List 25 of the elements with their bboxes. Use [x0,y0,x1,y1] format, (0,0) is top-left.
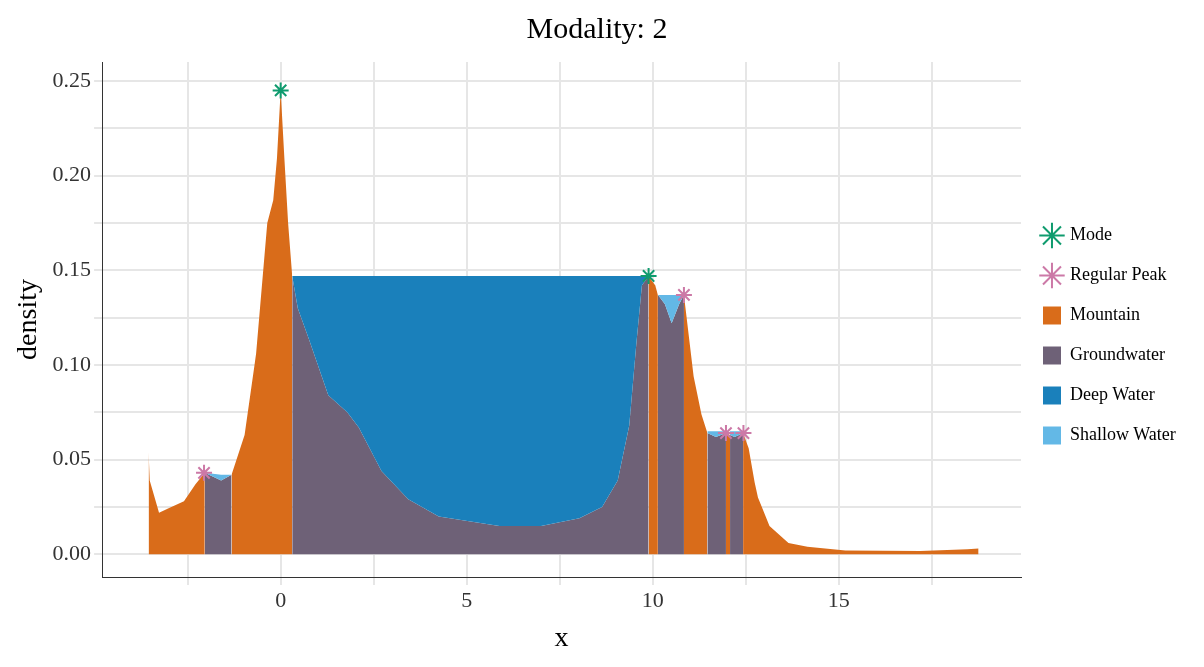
point [195,463,214,482]
point [716,424,735,443]
legend-label: Groundwater [1069,344,1165,365]
y-tick-label: 0.20 [52,161,92,187]
y-tick-label: 0.15 [52,256,92,282]
y-tick-label: 0.10 [52,350,92,376]
y-tick-label: 0.00 [52,540,92,566]
legend-label: Deep Water [1069,384,1155,405]
legend-label: Mode [1069,224,1112,245]
x-tick-label: 15 [827,586,850,612]
chart-title: Modality: 2 [526,10,668,44]
legend-label: Regular Peak [1069,264,1167,285]
x-tick-label: 10 [641,586,664,612]
y-tick-label: 0.25 [52,66,92,92]
y-axis-title: density [11,279,43,360]
x-tick-label: 5 [461,586,473,612]
point [271,81,290,100]
x-axis-title: x [554,620,569,652]
legend-label: Mountain [1069,304,1140,325]
x-tick-label: 0 [275,586,287,612]
point [639,266,658,285]
point [674,285,693,304]
legend-label: Shallow Water [1069,424,1176,445]
y-tick-label: 0.05 [52,445,92,471]
point [734,424,753,443]
